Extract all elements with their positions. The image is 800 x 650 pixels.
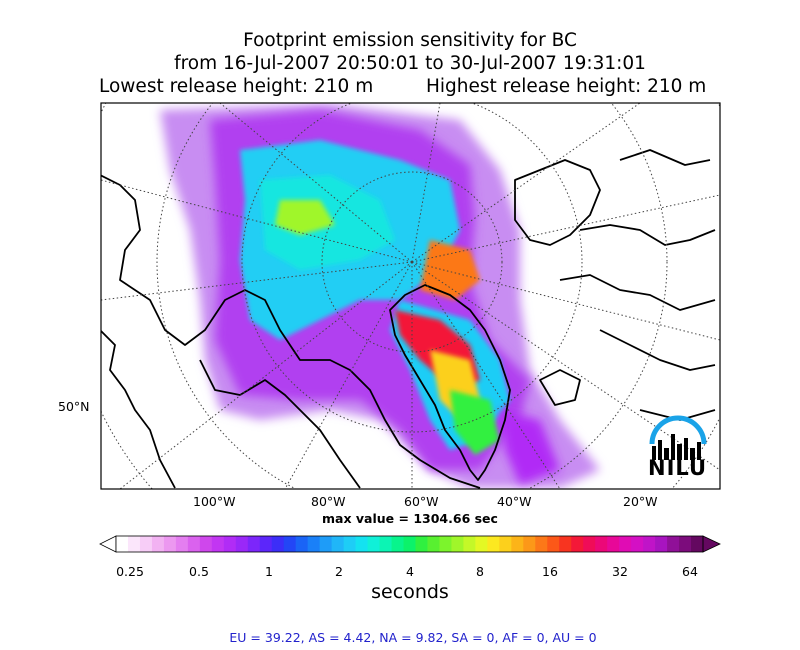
coastlines bbox=[101, 149, 716, 489]
lon-label-20w: 20°W bbox=[623, 494, 658, 509]
colorbar-segment bbox=[151, 536, 165, 552]
colorbar-segment bbox=[643, 536, 656, 552]
colorbar-segment bbox=[319, 536, 333, 552]
colorbar-segment bbox=[355, 536, 368, 552]
colorbar-segment bbox=[595, 536, 608, 552]
colorbar-segment bbox=[343, 536, 356, 552]
colorbar-segment bbox=[199, 536, 213, 552]
graticule bbox=[101, 103, 720, 489]
highest-release-height: Highest release height: 210 m bbox=[426, 76, 707, 97]
colorbar-segment bbox=[475, 536, 488, 552]
colorbar-segment bbox=[619, 536, 632, 552]
colorbar-segment bbox=[116, 536, 129, 552]
colorbar-extend-max bbox=[702, 535, 721, 553]
colorbar-segment bbox=[175, 536, 189, 552]
colorbar-segment bbox=[379, 536, 392, 552]
colorbar-tick-label: 8 bbox=[476, 564, 484, 579]
colorbar-segment bbox=[571, 536, 584, 552]
colorbar-segment bbox=[547, 536, 560, 552]
colorbar-segment bbox=[403, 536, 416, 552]
lon-label-60w: 60°W bbox=[404, 494, 439, 509]
colorbar-segment bbox=[607, 536, 620, 552]
colorbar-tick-label: 4 bbox=[406, 564, 414, 579]
lon-label-100w: 100°W bbox=[193, 494, 236, 509]
title-line-2: from 16-Jul-2007 20:50:01 to 30-Jul-2007… bbox=[174, 53, 646, 74]
colorbar-tick-label: 64 bbox=[682, 564, 698, 579]
colorbar-segment bbox=[139, 536, 153, 552]
colorbar-segment bbox=[463, 536, 476, 552]
colorbar-segment bbox=[679, 536, 692, 552]
colorbar-segment bbox=[667, 536, 680, 552]
colorbar-segment bbox=[331, 536, 345, 552]
colorbar-units-label: seconds bbox=[371, 581, 449, 603]
colorbar-segment bbox=[415, 536, 428, 552]
colorbar-tick-label: 2 bbox=[335, 564, 343, 579]
colorbar-tick-label: 16 bbox=[542, 564, 558, 579]
map-frame bbox=[100, 102, 721, 490]
nilu-arc-skyline-icon bbox=[649, 415, 707, 460]
colorbar-segment bbox=[535, 536, 548, 552]
colorbar-tick-label: 0.5 bbox=[189, 564, 209, 579]
lowest-release-height: Lowest release height: 210 m bbox=[99, 76, 374, 97]
colorbar-frame bbox=[115, 535, 704, 553]
colorbar-segment bbox=[295, 536, 309, 552]
sensitivity-field bbox=[160, 104, 600, 488]
colorbar-segment bbox=[247, 536, 261, 552]
max-value-text: max value = 1304.66 sec bbox=[322, 511, 498, 526]
colorbar-segment bbox=[523, 536, 536, 552]
colorbar-segment bbox=[583, 536, 596, 552]
colorbar-segment bbox=[367, 536, 380, 552]
colorbar-tick-label: 0.25 bbox=[116, 564, 144, 579]
colorbar-segment bbox=[499, 536, 512, 552]
colorbar-segment bbox=[427, 536, 440, 552]
colorbar-segment bbox=[451, 536, 464, 552]
colorbar-segment bbox=[439, 536, 452, 552]
colorbar-segment bbox=[271, 536, 285, 552]
colorbar-segment bbox=[391, 536, 404, 552]
colorbar-segment bbox=[187, 536, 201, 552]
colorbar-segment bbox=[163, 536, 177, 552]
title-line-1: Footprint emission sensitivity for BC bbox=[243, 30, 577, 51]
colorbar-segment bbox=[691, 536, 704, 552]
colorbar-extend-min bbox=[99, 535, 117, 553]
colorbar-segment bbox=[307, 536, 321, 552]
colorbar-segment bbox=[283, 536, 297, 552]
colorbar-segment bbox=[259, 536, 273, 552]
colorbar-tick-label: 32 bbox=[612, 564, 628, 579]
colorbar-segment bbox=[487, 536, 500, 552]
colorbar-segment bbox=[235, 536, 249, 552]
colorbar-segment bbox=[631, 536, 644, 552]
colorbar-tick-label: 1 bbox=[265, 564, 273, 579]
colorbar-segment bbox=[211, 536, 225, 552]
colorbar-segment bbox=[511, 536, 524, 552]
lon-label-80w: 80°W bbox=[311, 494, 346, 509]
lon-label-40w: 40°W bbox=[497, 494, 532, 509]
lat-label-50n: 50°N bbox=[58, 399, 90, 414]
region-stats: EU = 39.22, AS = 4.42, NA = 9.82, SA = 0… bbox=[229, 630, 597, 645]
colorbar-segment bbox=[655, 536, 668, 552]
colorbar-segment bbox=[223, 536, 237, 552]
colorbar-segment bbox=[127, 536, 141, 552]
map-area bbox=[101, 103, 720, 489]
colorbar-segment bbox=[559, 536, 572, 552]
nilu-logo-text: NILU bbox=[648, 456, 708, 480]
